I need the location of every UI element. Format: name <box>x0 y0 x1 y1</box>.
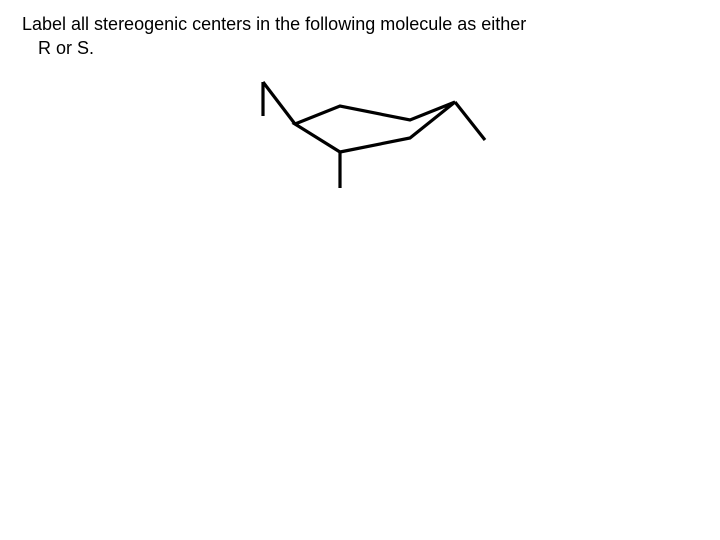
molecule-diagram <box>225 72 505 192</box>
molecule-svg <box>225 72 505 192</box>
question-line-2: R or S. <box>22 36 690 60</box>
slide-page: Label all stereogenic centers in the fol… <box>0 0 720 540</box>
bond-equatorial-right <box>455 102 485 140</box>
bond-axial-up-left <box>263 82 295 124</box>
question-line-1: Label all stereogenic centers in the fol… <box>22 14 526 34</box>
question-text: Label all stereogenic centers in the fol… <box>22 12 690 61</box>
cyclohexane-ring <box>295 102 455 152</box>
